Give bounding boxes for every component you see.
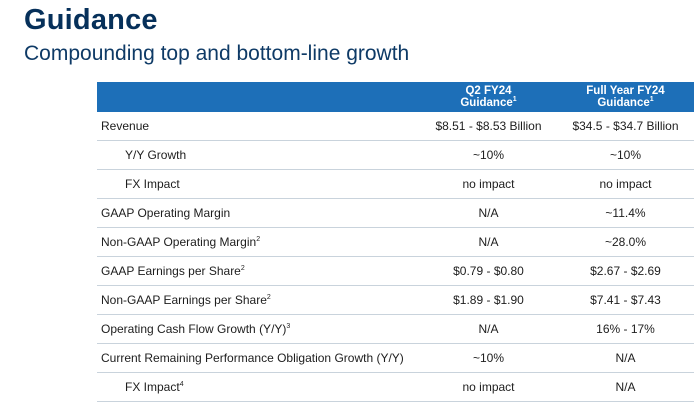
row-label: FX Impact — [97, 177, 420, 191]
q2-value: $1.89 - $1.90 — [453, 293, 524, 307]
row-label-text: FX Impact — [125, 380, 180, 394]
table-row: Y/Y Growth ~10% ~10% — [97, 141, 694, 170]
header-q2-fy24: Q2 FY24 Guidance1 — [420, 82, 557, 112]
header-full-year-fy24: Full Year FY24 Guidance1 — [557, 82, 694, 112]
table-row: Operating Cash Flow Growth (Y/Y)3 N/A 16% … — [97, 315, 694, 344]
header-fy-line1: Full Year FY24 — [586, 85, 665, 97]
row-label-text: GAAP Earnings per Share — [101, 264, 241, 278]
row-footnote: 3 — [286, 323, 291, 330]
full-year-value: 16% - 17% — [596, 322, 655, 336]
row-label: Current Remaining Performance Obligation… — [97, 351, 420, 365]
row-label: Operating Cash Flow Growth (Y/Y)3 — [97, 322, 420, 336]
row-label-text: Y/Y Growth — [125, 148, 187, 162]
full-year-value: $34.5 - $34.7 Billion — [572, 119, 679, 133]
page-title: Guidance — [24, 4, 158, 36]
table-row: Revenue $8.51 - $8.53 Billion $34.5 - $34.… — [97, 112, 694, 141]
full-year-value: ~28.0% — [604, 235, 647, 249]
table-row: Non-GAAP Earnings per Share2 $1.89 - $1.9… — [97, 286, 694, 315]
q2-value: N/A — [478, 322, 499, 336]
table-row: GAAP Operating Margin N/A ~11.4% — [97, 199, 694, 228]
row-label: GAAP Operating Margin — [97, 206, 420, 220]
table-row: Current Remaining Performance Obligation… — [97, 344, 694, 373]
table-row: FX Impact4 no impact N/A — [97, 373, 694, 402]
row-label: Y/Y Growth — [97, 148, 420, 162]
table-row: FX Impact no impact no impact — [97, 170, 694, 199]
header-fy-footnote: 1 — [649, 96, 654, 104]
full-year-value: $2.67 - $2.69 — [590, 264, 661, 278]
full-year-value: ~11.4% — [605, 206, 646, 220]
q2-value: ~10% — [472, 351, 505, 365]
row-label: Non-GAAP Operating Margin2 — [97, 235, 420, 249]
row-footnote: 2 — [266, 294, 271, 301]
q2-value: no impact — [462, 380, 515, 394]
q2-value: $0.79 - $0.80 — [453, 264, 524, 278]
q2-value: no impact — [462, 177, 515, 191]
q2-value: $8.51 - $8.53 Billion — [435, 119, 542, 133]
row-label-text: GAAP Operating Margin — [101, 206, 231, 220]
header-q2-line1: Q2 FY24 — [465, 85, 512, 97]
row-label: Revenue — [97, 119, 420, 133]
q2-value: N/A — [478, 206, 499, 220]
row-label: Non-GAAP Earnings per Share2 — [97, 293, 420, 307]
full-year-value: ~10% — [609, 148, 642, 162]
table-row: GAAP Earnings per Share2 $0.79 - $0.80 $2.… — [97, 257, 694, 286]
row-label-text: Non-GAAP Earnings per Share — [101, 293, 267, 307]
full-year-value: no impact — [599, 177, 652, 191]
row-label-text: Non-GAAP Operating Margin — [101, 235, 257, 249]
header-q2-footnote: 1 — [512, 96, 517, 104]
full-year-value: N/A — [615, 351, 636, 365]
header-fy-line2: Guidance1 — [597, 96, 654, 109]
table-row: Non-GAAP Operating Margin2 N/A ~28.0% — [97, 228, 694, 257]
full-year-value: N/A — [615, 380, 636, 394]
row-footnote: 2 — [256, 236, 261, 243]
header-label-cell — [97, 82, 420, 112]
header-q2-line2: Guidance1 — [460, 96, 517, 109]
page-subtitle: Compounding top and bottom-line growth — [24, 42, 410, 65]
full-year-value: $7.41 - $7.43 — [590, 293, 661, 307]
row-label-text: Operating Cash Flow Growth (Y/Y) — [101, 322, 287, 336]
row-footnote: 4 — [179, 381, 184, 388]
row-label-text: Current Remaining Performance Obligation… — [101, 351, 404, 365]
q2-value: ~10% — [472, 148, 505, 162]
guidance-table: Q2 FY24 Guidance1 Full Year FY24 Guidanc… — [97, 82, 694, 402]
row-label: FX Impact4 — [97, 380, 420, 394]
q2-value: N/A — [478, 235, 499, 249]
row-label: GAAP Earnings per Share2 — [97, 264, 420, 278]
row-footnote: 2 — [240, 265, 245, 272]
row-label-text: FX Impact — [125, 177, 180, 191]
row-label-text: Revenue — [101, 119, 150, 133]
table-body: Revenue $8.51 - $8.53 Billion $34.5 - $34.… — [97, 112, 694, 402]
table-header: Q2 FY24 Guidance1 Full Year FY24 Guidanc… — [97, 82, 694, 112]
